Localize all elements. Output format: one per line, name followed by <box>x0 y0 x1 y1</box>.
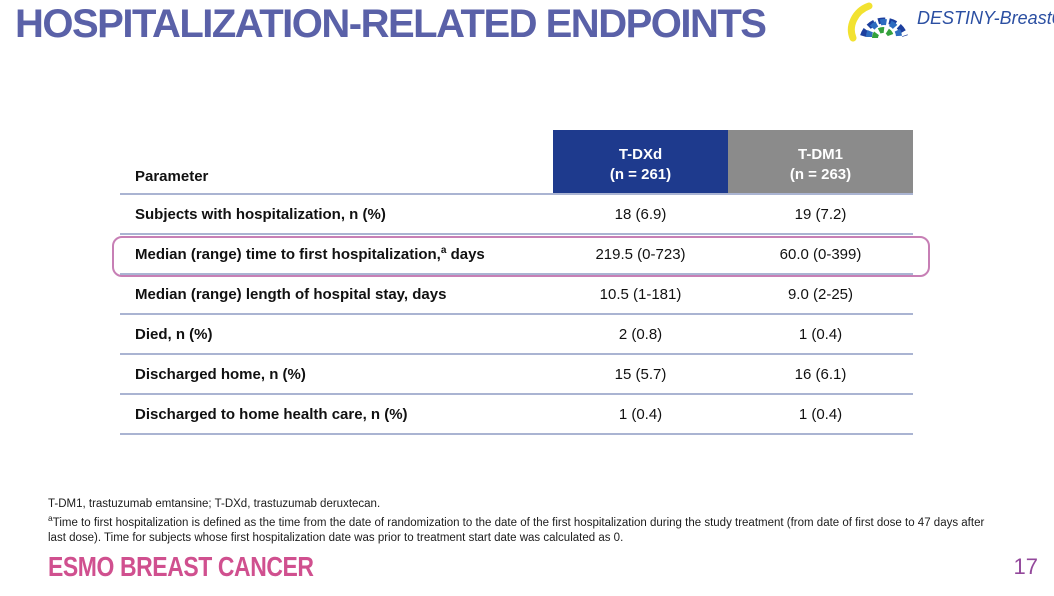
row-value-tdm1: 9.0 (2-25) <box>787 285 854 303</box>
table-header-row: Parameter T-DXd (n = 261) T-DM1 (n = 263… <box>120 130 913 195</box>
column-header-tdxd: T-DXd (n = 261) <box>553 130 728 193</box>
table-row: Discharged home, n (%) 15 (5.7) 16 (6.1) <box>120 355 913 395</box>
table-row: Died, n (%) 2 (0.8) 1 (0.4) <box>120 315 913 355</box>
row-value-tdm1: 1 (0.4) <box>798 405 843 423</box>
footnote-definition-text: Time to first hospitalization is defined… <box>48 516 985 544</box>
row-label: Discharged to home health care, n (%) <box>135 406 408 423</box>
row-value-tdxd: 15 (5.7) <box>614 365 667 383</box>
study-badge: DESTINY-Breast03 <box>843 2 1054 42</box>
tdxd-label: T-DXd <box>618 146 663 163</box>
study-badge-label: DESTINY-Breast03 <box>917 8 1054 28</box>
column-header-tdm1: T-DM1 (n = 263) <box>728 130 913 193</box>
row-value-tdxd: 10.5 (1-181) <box>599 285 682 303</box>
endpoints-table: Parameter T-DXd (n = 261) T-DM1 (n = 263… <box>112 130 930 435</box>
tdm1-label: T-DM1 <box>798 146 843 163</box>
footnote-superscript: a <box>48 512 53 523</box>
table-row: Discharged to home health care, n (%) 1 … <box>120 395 913 435</box>
row-value-tdm1: 1 (0.4) <box>798 325 843 343</box>
row-value-tdm1: 60.0 (0-399) <box>779 245 862 263</box>
tdm1-n: (n = 263) <box>789 165 852 183</box>
row-value-tdm1: 19 (7.2) <box>794 205 847 223</box>
row-label: Median (range) time to first hospitaliza… <box>135 245 485 263</box>
destiny-fan-logo-icon <box>847 2 908 42</box>
table-body: Subjects with hospitalization, n (%) 18 … <box>112 195 930 435</box>
table-row: Median (range) length of hospital stay, … <box>120 275 913 315</box>
row-value-tdxd: 2 (0.8) <box>618 325 663 343</box>
table-row: Median (range) time to first hospitaliza… <box>112 235 930 277</box>
row-value-tdm1: 16 (6.1) <box>794 365 847 383</box>
footnotes: T-DM1, trastuzumab emtansine; T-DXd, tra… <box>48 497 993 546</box>
row-label: Subjects with hospitalization, n (%) <box>135 206 386 223</box>
row-label: Died, n (%) <box>135 326 213 343</box>
footnote-definition: aTime to first hospitalization is define… <box>48 513 993 547</box>
row-value-tdxd: 219.5 (0-723) <box>595 245 686 263</box>
esmo-breast-cancer-logo: ESMO BREAST CANCER <box>48 551 314 582</box>
table-row: Subjects with hospitalization, n (%) 18 … <box>120 195 913 235</box>
footnote-abbreviations: T-DM1, trastuzumab emtansine; T-DXd, tra… <box>48 498 381 510</box>
column-header-parameter: Parameter <box>135 168 209 185</box>
tdxd-n: (n = 261) <box>609 165 672 183</box>
row-value-tdxd: 18 (6.9) <box>614 205 667 223</box>
row-label: Median (range) length of hospital stay, … <box>135 286 447 303</box>
row-label: Discharged home, n (%) <box>135 366 306 383</box>
page-title: HOSPITALIZATION-RELATED ENDPOINTS <box>15 2 767 46</box>
row-value-tdxd: 1 (0.4) <box>618 405 663 423</box>
page-number: 17 <box>1013 554 1038 579</box>
